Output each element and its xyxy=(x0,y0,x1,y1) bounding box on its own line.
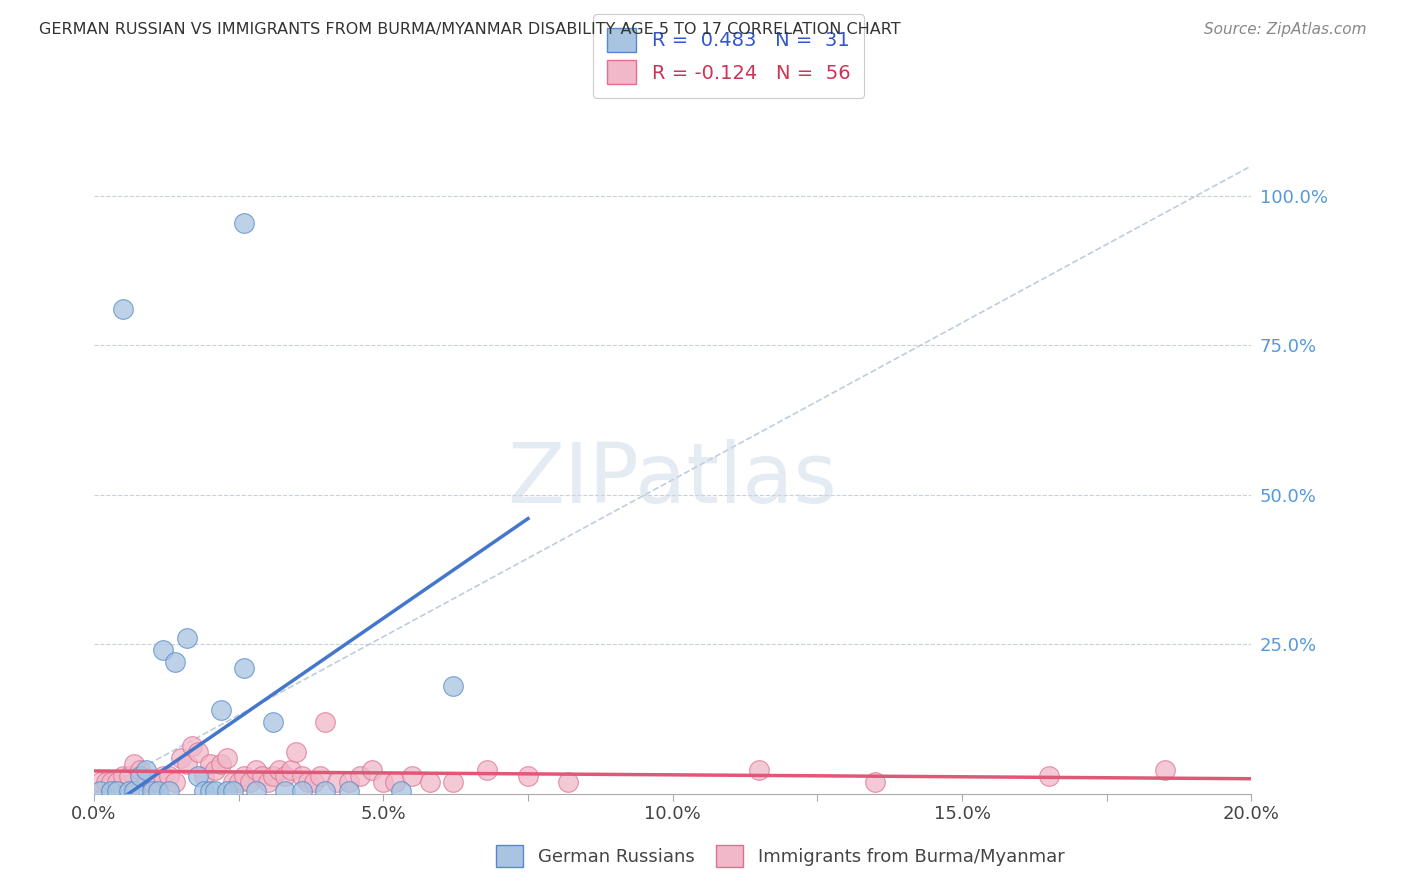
Point xyxy=(129,763,152,777)
Point xyxy=(373,774,395,789)
Point xyxy=(233,661,256,675)
Point xyxy=(1153,763,1175,777)
Legend: R =  0.483   N =  31, R = -0.124   N =  56: R = 0.483 N = 31, R = -0.124 N = 56 xyxy=(593,14,863,97)
Point xyxy=(187,769,209,783)
Point xyxy=(135,774,157,789)
Point xyxy=(863,774,886,789)
Point xyxy=(141,783,163,797)
Point xyxy=(176,631,198,645)
Text: Source: ZipAtlas.com: Source: ZipAtlas.com xyxy=(1204,22,1367,37)
Point xyxy=(198,756,221,771)
Point xyxy=(204,763,226,777)
Point xyxy=(337,783,360,797)
Point xyxy=(297,774,319,789)
Point xyxy=(204,783,226,797)
Point xyxy=(441,774,464,789)
Point xyxy=(124,756,146,771)
Point xyxy=(250,769,273,783)
Point xyxy=(557,774,579,789)
Point xyxy=(209,756,232,771)
Point xyxy=(274,769,297,783)
Point xyxy=(285,745,308,759)
Point xyxy=(228,774,250,789)
Point xyxy=(163,655,186,669)
Point xyxy=(170,751,193,765)
Point xyxy=(135,763,157,777)
Point xyxy=(274,783,297,797)
Point xyxy=(100,774,122,789)
Point xyxy=(256,774,278,789)
Point xyxy=(222,783,245,797)
Point xyxy=(215,783,238,797)
Point xyxy=(291,769,314,783)
Point xyxy=(222,774,245,789)
Point xyxy=(517,769,540,783)
Point xyxy=(326,774,349,789)
Point xyxy=(94,774,117,789)
Point xyxy=(269,763,291,777)
Point xyxy=(193,783,215,797)
Point xyxy=(157,769,180,783)
Point xyxy=(280,763,302,777)
Point xyxy=(100,783,122,797)
Point xyxy=(105,783,128,797)
Point xyxy=(146,783,169,797)
Point xyxy=(314,714,336,729)
Point xyxy=(152,643,174,657)
Point xyxy=(209,703,232,717)
Point xyxy=(193,769,215,783)
Point xyxy=(118,769,141,783)
Point xyxy=(239,774,262,789)
Point xyxy=(419,774,441,789)
Point xyxy=(302,774,325,789)
Point xyxy=(198,783,221,797)
Point xyxy=(748,763,770,777)
Point xyxy=(308,769,330,783)
Point xyxy=(384,774,406,789)
Point xyxy=(146,774,169,789)
Point xyxy=(291,783,314,797)
Point xyxy=(245,763,267,777)
Point xyxy=(215,751,238,765)
Point xyxy=(152,769,174,783)
Point xyxy=(118,783,141,797)
Point xyxy=(187,745,209,759)
Point xyxy=(337,774,360,789)
Point xyxy=(441,679,464,693)
Point xyxy=(314,783,336,797)
Point xyxy=(233,216,256,230)
Point xyxy=(111,302,134,317)
Text: ZIPatlas: ZIPatlas xyxy=(508,439,838,520)
Point xyxy=(349,769,371,783)
Point xyxy=(89,783,111,797)
Point xyxy=(181,739,204,753)
Point xyxy=(1038,769,1060,783)
Point xyxy=(124,783,146,797)
Point xyxy=(262,714,284,729)
Point xyxy=(157,783,180,797)
Point xyxy=(176,756,198,771)
Point xyxy=(262,769,284,783)
Text: GERMAN RUSSIAN VS IMMIGRANTS FROM BURMA/MYANMAR DISABILITY AGE 5 TO 17 CORRELATI: GERMAN RUSSIAN VS IMMIGRANTS FROM BURMA/… xyxy=(39,22,901,37)
Point xyxy=(389,783,412,797)
Point xyxy=(233,769,256,783)
Point xyxy=(141,774,163,789)
Point xyxy=(105,774,128,789)
Point xyxy=(245,783,267,797)
Point xyxy=(163,774,186,789)
Point xyxy=(111,769,134,783)
Point xyxy=(89,774,111,789)
Point xyxy=(401,769,423,783)
Point xyxy=(360,763,382,777)
Legend: German Russians, Immigrants from Burma/Myanmar: German Russians, Immigrants from Burma/M… xyxy=(488,836,1073,876)
Point xyxy=(477,763,499,777)
Point xyxy=(129,769,152,783)
